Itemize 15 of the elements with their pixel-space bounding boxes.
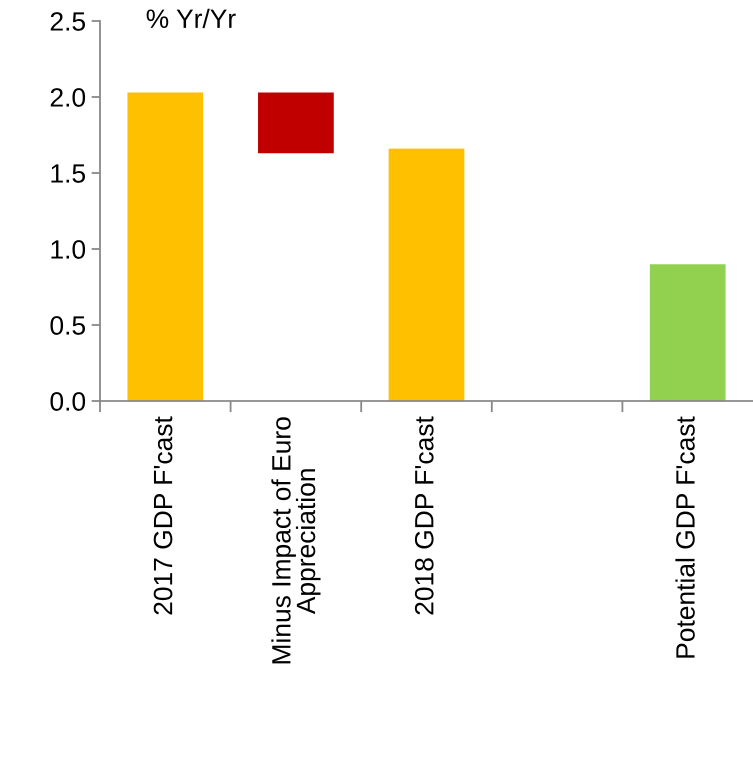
x-tick-label: Minus Impact of Euro Appreciation	[271, 417, 320, 664]
x-tick-label: Potential GDP F'cast	[675, 416, 695, 658]
bar	[650, 264, 726, 401]
x-tick-label: 2018 GDP F'cast	[414, 416, 434, 615]
x-tick-label: 2017 GDP F'cast	[154, 416, 172, 615]
y-tick-label: 0.0	[50, 392, 86, 411]
y-tick-label: 0.5	[50, 316, 86, 335]
y-tick-label: 1.5	[51, 164, 86, 183]
y-axis-title: % Yr/Yr	[146, 8, 236, 28]
y-tick-label: 2.5	[50, 12, 86, 31]
bar	[127, 92, 204, 401]
y-tick-label: 1.0	[51, 240, 86, 259]
y-tick-label: 2.0	[50, 88, 86, 107]
bar	[258, 92, 334, 154]
bar	[388, 148, 464, 401]
